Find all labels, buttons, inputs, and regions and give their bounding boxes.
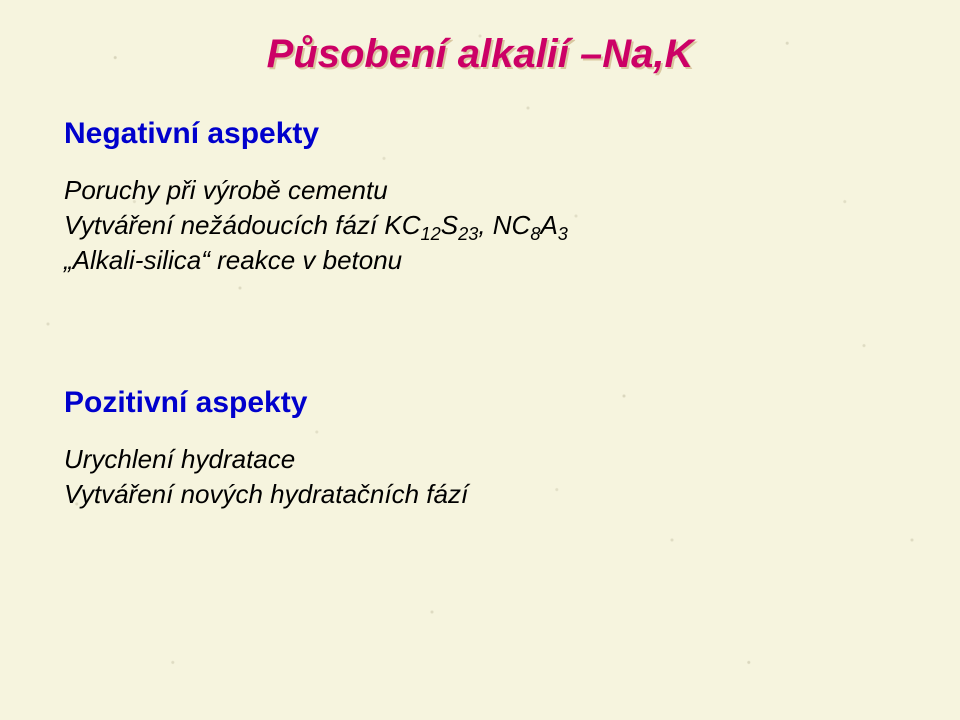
positive-block: Pozitivní aspekty Urychlení hydratace Vy… [64,386,896,510]
negative-block: Negativní aspekty Poruchy při výrobě cem… [64,117,896,276]
slide-title-text: Působení alkalií –Na,K [267,32,694,76]
positive-line-2: Vytváření nových hydratačních fází [64,479,896,510]
negative-line-2: Vytváření nežádoucích fází KC12S23, NC8A… [64,210,896,241]
negative-heading: Negativní aspekty [64,117,896,151]
negative-line-3: „Alkali-silica“ reakce v betonu [64,245,896,276]
negative-line-1: Poruchy při výrobě cementu [64,175,896,206]
positive-line-1: Urychlení hydratace [64,444,896,475]
slide-title: Působení alkalií –Na,K Působení alkalií … [64,32,896,77]
positive-heading: Pozitivní aspekty [64,386,896,420]
slide: Působení alkalií –Na,K Působení alkalií … [0,0,960,720]
